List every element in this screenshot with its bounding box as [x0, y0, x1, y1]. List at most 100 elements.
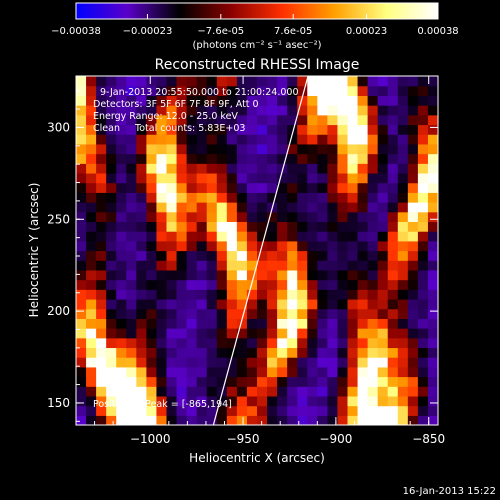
heatmap-cell [136, 298, 147, 310]
heatmap-image [76, 76, 438, 425]
heatmap-cell [317, 366, 328, 378]
heatmap-cell [307, 172, 318, 184]
heatmap-cell [317, 395, 328, 407]
heatmap-cell [407, 366, 419, 378]
heatmap-cell [236, 240, 248, 252]
heatmap-cell [226, 143, 238, 155]
heatmap-cell [226, 357, 238, 368]
heatmap-cell [216, 95, 228, 106]
heatmap-cell [156, 386, 168, 397]
heatmap-cell [136, 95, 147, 106]
heatmap-cell [186, 260, 198, 271]
heatmap-cell [146, 124, 158, 135]
heatmap-cell [156, 376, 168, 387]
heatmap-cell [176, 328, 188, 339]
heatmap-cell [287, 202, 298, 213]
heatmap-cell [297, 269, 308, 281]
heatmap-cell [236, 337, 248, 349]
heatmap-cell [327, 386, 339, 397]
heatmap-cell [427, 240, 438, 252]
heatmap-cell [116, 105, 127, 116]
heatmap-cell [196, 231, 208, 242]
heatmap-cell [96, 415, 107, 425]
heatmap-cell [226, 76, 238, 87]
heatmap-cell [146, 328, 158, 339]
heatmap-cell [226, 85, 238, 96]
heatmap-cell [86, 153, 97, 164]
heatmap-cell [327, 395, 339, 407]
heatmap-cell [206, 143, 218, 155]
heatmap-cell [337, 114, 349, 126]
heatmap-cell [277, 85, 288, 96]
heatmap-cell [317, 221, 328, 232]
heatmap-cell [206, 405, 218, 416]
heatmap-cell [136, 269, 147, 281]
heatmap-cell [427, 376, 438, 387]
heatmap-cell [417, 221, 429, 232]
heatmap-cell [106, 386, 117, 397]
heatmap-cell [427, 279, 438, 290]
heatmap-cell [136, 231, 147, 242]
heatmap-cell [387, 386, 399, 397]
heatmap-cell [377, 240, 389, 252]
heatmap-cell [297, 143, 308, 155]
heatmap-cell [397, 308, 409, 319]
heatmap-cell [327, 347, 339, 358]
heatmap-cell [327, 153, 339, 164]
heatmap-cell [186, 114, 198, 126]
heatmap-cell [297, 95, 308, 106]
heatmap-cell [287, 95, 298, 106]
heatmap-cell [277, 269, 288, 281]
heatmap-cell [186, 289, 198, 300]
heatmap-cell [166, 153, 178, 164]
heatmap-cell [317, 298, 328, 310]
heatmap-cell [196, 376, 208, 387]
heatmap-cell [357, 231, 369, 242]
heatmap-cell [186, 134, 198, 145]
colorbar-tick-label: −0.00023 [123, 26, 173, 37]
heatmap-cell [287, 318, 298, 329]
annotation-peak-position: Position of Peak = [-865,194] [93, 399, 232, 410]
heatmap-cell [367, 105, 379, 116]
heatmap-cell [387, 308, 399, 319]
heatmap-cell [367, 143, 379, 155]
heatmap-cell [76, 124, 87, 135]
heatmap-cell [327, 143, 339, 155]
heatmap-cell [116, 347, 127, 358]
heatmap-cell [96, 308, 107, 319]
heatmap-cell [216, 405, 228, 416]
heatmap-cell [357, 357, 369, 368]
heatmap-cell [297, 415, 308, 425]
heatmap-cell [86, 347, 97, 358]
heatmap-cell [196, 298, 208, 310]
heatmap-cell [106, 357, 117, 368]
heatmap-cell [377, 250, 389, 261]
heatmap-cell [327, 182, 339, 193]
heatmap-cell [236, 250, 248, 261]
heatmap-cell [126, 153, 137, 164]
heatmap-cell [226, 318, 238, 329]
heatmap-cell [397, 124, 409, 135]
heatmap-cell [166, 221, 178, 232]
heatmap-cell [347, 415, 359, 425]
heatmap-cell [417, 231, 429, 242]
heatmap-cell [327, 95, 339, 106]
heatmap-cell [86, 163, 97, 174]
heatmap-cell [367, 192, 379, 203]
heatmap-cell [277, 337, 288, 349]
heatmap-cell [246, 279, 258, 290]
heatmap-cell [86, 105, 97, 116]
heatmap-cell [377, 85, 389, 96]
heatmap-cell [407, 85, 419, 96]
heatmap-cell [246, 308, 258, 319]
heatmap-cell [106, 260, 117, 271]
heatmap-cell [216, 211, 228, 223]
heatmap-cell [156, 337, 168, 349]
heatmap-cell [407, 347, 419, 358]
heatmap-cell [397, 85, 409, 96]
heatmap-cell [257, 105, 268, 116]
heatmap-cell [347, 163, 359, 174]
heatmap-cell [277, 172, 288, 184]
heatmap-cell [317, 250, 328, 261]
